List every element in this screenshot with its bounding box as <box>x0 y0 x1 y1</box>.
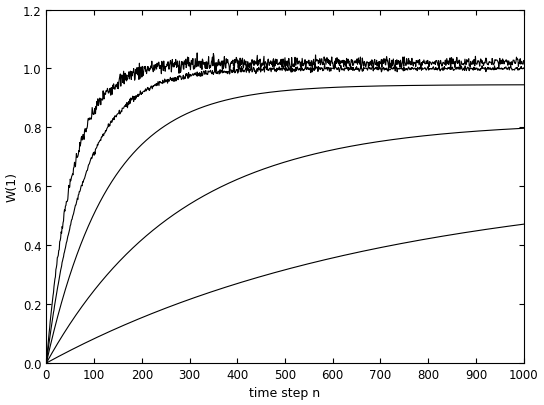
X-axis label: time step n: time step n <box>249 386 320 399</box>
Y-axis label: W(1): W(1) <box>5 172 18 202</box>
